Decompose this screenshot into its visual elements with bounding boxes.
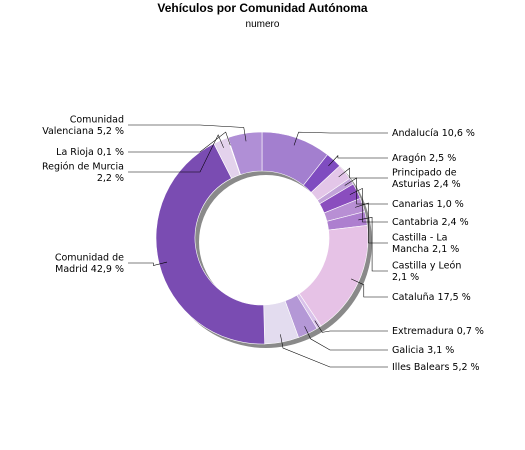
leader-line — [128, 124, 247, 142]
slice-label: Comunidad Valenciana 5,2 % — [42, 114, 124, 137]
slice-label: Andalucía 10,6 % — [392, 128, 475, 139]
leader-line — [128, 134, 224, 173]
leader-line — [314, 320, 388, 333]
slice-label: Cataluña 17,5 % — [392, 292, 471, 303]
leader-line — [355, 202, 388, 244]
slice-label: Castilla - La Mancha 2,1 % — [392, 232, 459, 255]
leader-line — [338, 167, 388, 179]
slice-label: Aragón 2,5 % — [392, 153, 456, 164]
slice-label: La Rioja 0,1 % — [56, 147, 124, 158]
leader-line — [293, 131, 388, 146]
slice-label: Extremadura 0,7 % — [392, 326, 484, 337]
slice-label: Illes Balears 5,2 % — [392, 362, 480, 373]
slices-group — [155, 131, 369, 345]
slice-label: Galicia 3,1 % — [392, 345, 454, 356]
leader-line — [304, 326, 388, 351]
labels-group: Andalucía 10,6 % Aragón 2,5 % Principado d… — [42, 114, 484, 373]
donut-slice — [155, 143, 265, 345]
slice-label: Principado de Asturias 2,4 % — [392, 167, 461, 190]
slice-label: Región de Murcia 2,2 % — [42, 161, 124, 184]
leader-line — [128, 131, 231, 153]
leader-line — [280, 334, 388, 368]
chart-subtitle: numero — [245, 19, 280, 30]
leader-line — [344, 177, 388, 205]
leader-line — [128, 261, 168, 266]
chart-title: Vehículos por Comunidad Autónoma — [157, 1, 368, 15]
slice-label: Castilla y León 2,1 % — [392, 260, 461, 283]
leader-line — [358, 217, 388, 272]
slice-label: Comunidad de Madrid 42,9 % — [55, 252, 124, 275]
slice-label: Canarias 1,0 % — [392, 199, 464, 210]
leader-line — [328, 154, 388, 167]
slice-label: Cantabria 2,4 % — [392, 217, 469, 228]
donut-slice — [227, 131, 263, 175]
leader-line — [350, 278, 388, 298]
